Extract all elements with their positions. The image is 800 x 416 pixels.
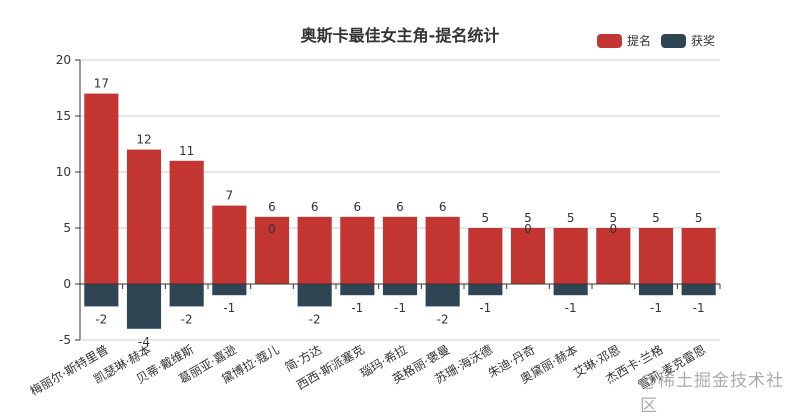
bar-label-nominations: 5 — [652, 211, 660, 225]
bar-wins[interactable] — [169, 284, 204, 307]
bar-label-nominations: 6 — [354, 200, 362, 214]
bar-label-wins: 0 — [610, 222, 618, 236]
watermark: @稀土掘金技术社区 — [640, 371, 784, 416]
bar-label-nominations: 6 — [396, 200, 404, 214]
legend-item-wins[interactable]: 获奖 — [661, 32, 715, 49]
bar-label-wins: -2 — [181, 312, 193, 326]
bar-nominations[interactable] — [169, 160, 204, 284]
bar-label-wins: 0 — [268, 222, 276, 236]
bar-chart: -50510152017-2梅丽尔·斯特里普12-4凯瑟琳·赫本11-2贝蒂·戴… — [27, 53, 721, 399]
bar-label-wins: -2 — [437, 312, 449, 326]
bar-label-nominations: 6 — [268, 200, 276, 214]
bar-nominations[interactable] — [681, 228, 716, 284]
bar-nominations[interactable] — [84, 93, 119, 284]
bar-label-wins: -1 — [650, 301, 662, 315]
bar-label-wins: -1 — [479, 301, 491, 315]
bar-nominations[interactable] — [553, 228, 588, 284]
bar-nominations[interactable] — [254, 216, 290, 284]
legend-swatch-wins — [661, 33, 687, 48]
bar-wins[interactable] — [638, 284, 674, 296]
bar-label-nominations: 6 — [439, 200, 447, 214]
bar-wins[interactable] — [681, 284, 716, 296]
bar-wins[interactable] — [126, 284, 162, 329]
bar-label-nominations: 7 — [226, 189, 234, 203]
bar-label-nominations: 11 — [179, 144, 194, 158]
bar-label-nominations: 6 — [311, 200, 319, 214]
bar-nominations[interactable] — [596, 228, 631, 284]
bar-label-wins: -4 — [138, 335, 150, 349]
bar-label-nominations: 5 — [610, 211, 618, 225]
y-tick-label: 10 — [56, 165, 71, 179]
bar-label-wins: -1 — [693, 301, 705, 315]
bar-label-nominations: 5 — [482, 211, 490, 225]
bar-label-wins: -2 — [95, 312, 107, 326]
legend: 提名 获奖 — [597, 32, 725, 49]
y-tick-label: 0 — [63, 277, 71, 291]
y-tick-label: 20 — [56, 53, 71, 67]
legend-swatch-nominations — [597, 33, 622, 48]
bar-label-wins: -2 — [309, 312, 321, 326]
bar-wins[interactable] — [382, 284, 418, 296]
y-tick-label: -5 — [59, 333, 71, 347]
legend-item-nominations[interactable]: 提名 — [597, 32, 651, 49]
bar-label-wins: -1 — [223, 301, 235, 315]
bar-wins[interactable] — [84, 284, 119, 307]
bar-nominations[interactable] — [468, 228, 503, 284]
bar-label-wins: -1 — [565, 301, 577, 315]
bar-nominations[interactable] — [510, 228, 546, 284]
bar-label-wins: -1 — [351, 301, 363, 315]
chart-title: 奥斯卡最佳女主角-提名统计 — [300, 26, 500, 45]
bar-label-nominations: 5 — [695, 211, 703, 225]
bar-wins[interactable] — [212, 284, 247, 296]
bar-nominations[interactable] — [638, 228, 674, 284]
bar-nominations[interactable] — [425, 216, 460, 284]
bar-nominations[interactable] — [340, 216, 375, 284]
bar-label-nominations: 12 — [136, 133, 151, 147]
legend-label-wins: 获奖 — [691, 34, 716, 48]
y-tick-label: 5 — [63, 221, 71, 235]
bar-label-nominations: 17 — [94, 77, 109, 91]
y-tick-label: 15 — [56, 109, 71, 123]
bar-nominations[interactable] — [382, 216, 418, 284]
bar-label-wins: -1 — [394, 301, 406, 315]
bar-wins[interactable] — [425, 284, 460, 307]
bar-label-wins: 0 — [524, 222, 532, 236]
bar-nominations[interactable] — [297, 216, 332, 284]
bar-wins[interactable] — [340, 284, 375, 296]
bar-wins[interactable] — [553, 284, 588, 296]
legend-label-nominations: 提名 — [627, 34, 652, 48]
bar-wins[interactable] — [468, 284, 503, 296]
bar-nominations[interactable] — [212, 205, 247, 284]
bar-wins[interactable] — [297, 284, 332, 307]
bar-label-nominations: 5 — [524, 211, 532, 225]
bar-label-nominations: 5 — [567, 211, 575, 225]
bar-nominations[interactable] — [126, 149, 162, 284]
